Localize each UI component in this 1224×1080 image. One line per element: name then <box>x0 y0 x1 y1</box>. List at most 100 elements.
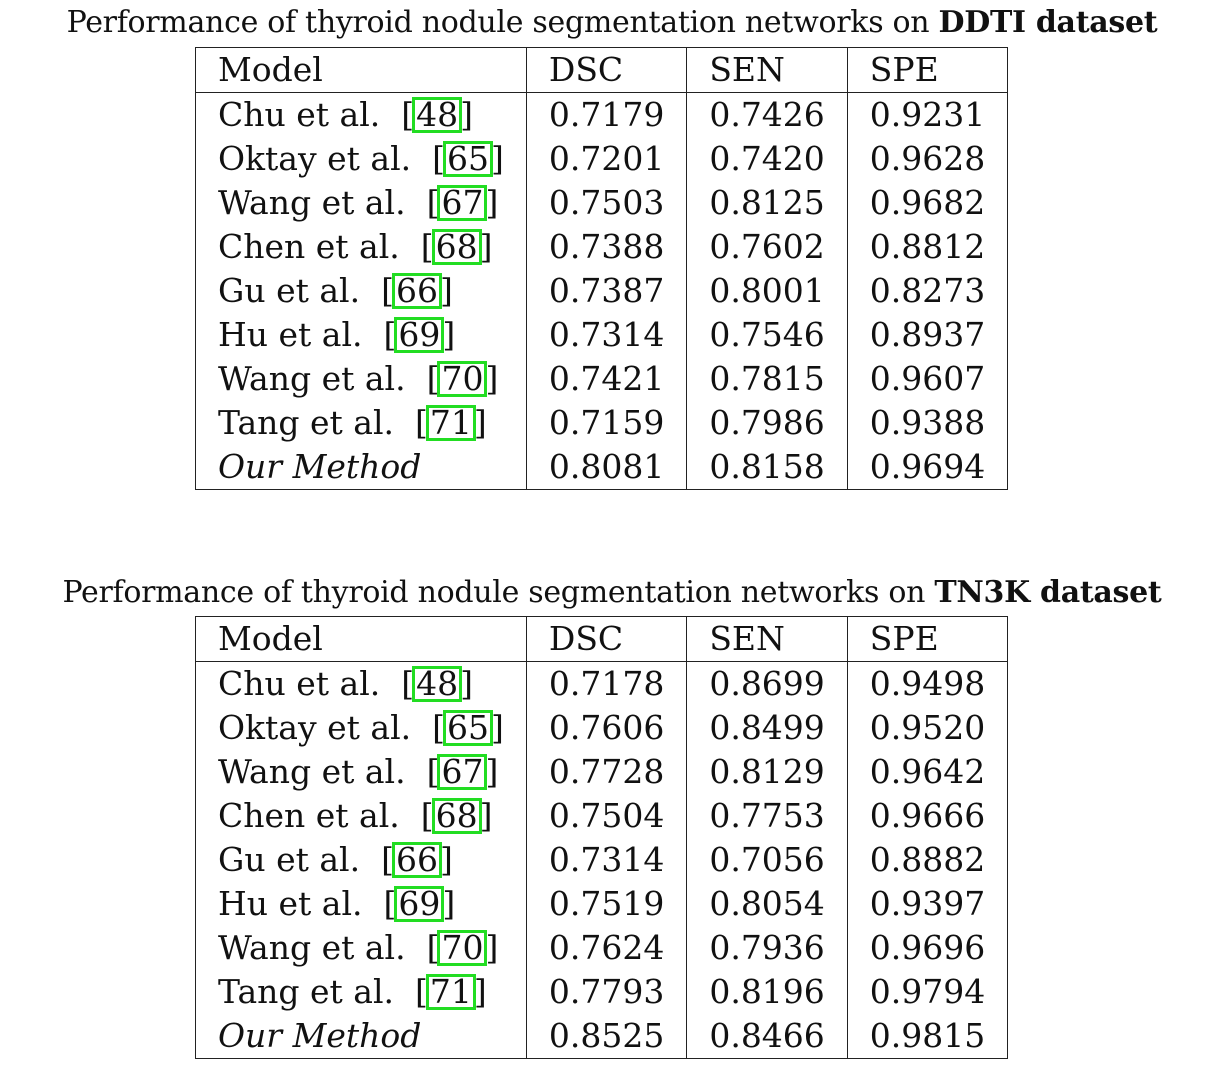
tn3k-caption-prefix: Performance of thyroid nodule segmentati… <box>62 575 935 610</box>
model-cell: Chu et al. [48] <box>195 92 527 137</box>
citation-link[interactable]: [66] <box>381 271 453 310</box>
table-row: Chen et al. [68] 0.7504 0.7753 0.9666 <box>195 794 1009 838</box>
dsc-cell: 0.7503 <box>525 181 688 225</box>
model-name: Oktay et al. <box>218 708 412 747</box>
model-name: Tang et al. <box>218 403 394 442</box>
dsc-cell: 0.7421 <box>525 357 688 401</box>
table-row: Oktay et al. [65] 0.7606 0.8499 0.9520 <box>195 706 1009 750</box>
header-sen: SEN <box>686 616 848 662</box>
citation-link[interactable]: [70] <box>426 928 499 967</box>
spe-cell: 0.9642 <box>846 750 1009 794</box>
ddti-table-body: Chu et al. [48] 0.7179 0.7426 0.9231 Oktay e… <box>195 92 1009 490</box>
model-cell: Our Method <box>195 445 527 490</box>
dsc-cell: 0.7519 <box>525 882 688 926</box>
spe-cell: 0.9520 <box>846 706 1009 750</box>
sen-cell: 0.7420 <box>686 137 848 181</box>
citation-number: 71 <box>425 405 476 441</box>
model-cell: Tang et al. [71] <box>195 401 527 445</box>
model-cell: Wang et al. [70] <box>195 926 527 970</box>
citation-link[interactable]: [70] <box>426 359 499 398</box>
sen-cell: 0.8466 <box>686 1014 848 1059</box>
ddti-caption: Performance of thyroid nodule segmentati… <box>0 3 1224 43</box>
model-name: Wang et al. <box>218 183 406 222</box>
model-cell: Wang et al. [67] <box>195 750 527 794</box>
dsc-cell: 0.7793 <box>525 970 688 1014</box>
sen-cell: 0.7815 <box>686 357 848 401</box>
table-row: Oktay et al. [65] 0.7201 0.7420 0.9628 <box>195 137 1009 181</box>
spe-cell: 0.9388 <box>846 401 1009 445</box>
tn3k-table-body: Chu et al. [48] 0.7178 0.8699 0.9498 Oktay e… <box>195 661 1009 1059</box>
citation-link[interactable]: [71] <box>414 972 487 1011</box>
sen-cell: 0.8158 <box>686 445 848 490</box>
header-model: Model <box>195 616 527 662</box>
spe-cell: 0.8937 <box>846 313 1009 357</box>
sen-cell: 0.8001 <box>686 269 848 313</box>
spe-cell: 0.9498 <box>846 661 1009 706</box>
model-cell: Wang et al. [70] <box>195 357 527 401</box>
spe-cell: 0.9231 <box>846 92 1009 137</box>
spe-cell: 0.9628 <box>846 137 1009 181</box>
citation-link[interactable]: [69] <box>383 884 456 923</box>
tn3k-caption-dataset: TN3K dataset <box>934 575 1162 610</box>
header-spe: SPE <box>846 616 1009 662</box>
citation-number: 66 <box>391 273 442 309</box>
table-header-row: Model DSC SEN SPE <box>195 47 1009 93</box>
citation-number: 68 <box>431 798 482 834</box>
citation-link[interactable]: [48] <box>401 664 473 703</box>
citation-link[interactable]: [67] <box>426 752 499 791</box>
citation-link[interactable]: [66] <box>381 840 453 879</box>
table-row: Hu et al. [69] 0.7519 0.8054 0.9397 <box>195 882 1009 926</box>
ddti-caption-prefix: Performance of thyroid nodule segmentati… <box>66 5 939 40</box>
citation-link[interactable]: [67] <box>426 183 499 222</box>
sen-cell: 0.7986 <box>686 401 848 445</box>
citation-number: 67 <box>437 185 488 221</box>
citation-link[interactable]: [71] <box>414 403 487 442</box>
dsc-cell: 0.7387 <box>525 269 688 313</box>
header-spe: SPE <box>846 47 1009 93</box>
dsc-cell: 0.7606 <box>525 706 688 750</box>
citation-number: 69 <box>394 317 445 353</box>
model-name: Chen et al. <box>218 796 400 835</box>
model-name: Tang et al. <box>218 972 394 1011</box>
ddti-results-table: Model DSC SEN SPE Chu et al. [48] 0.7179 0… <box>195 47 1009 490</box>
citation-number: 70 <box>437 361 488 397</box>
model-cell: Oktay et al. [65] <box>195 137 527 181</box>
sen-cell: 0.7056 <box>686 838 848 882</box>
citation-number: 70 <box>437 930 488 966</box>
citation-link[interactable]: [68] <box>420 227 493 266</box>
citation-number: 69 <box>394 886 445 922</box>
spe-cell: 0.9397 <box>846 882 1009 926</box>
citation-link[interactable]: [65] <box>432 708 504 747</box>
header-dsc: DSC <box>525 47 688 93</box>
table-row: Gu et al. [66] 0.7314 0.7056 0.8882 <box>195 838 1009 882</box>
citation-link[interactable]: [65] <box>432 139 504 178</box>
header-sen: SEN <box>686 47 848 93</box>
model-name: Gu et al. <box>218 840 361 879</box>
citation-link[interactable]: [69] <box>383 315 456 354</box>
table-row: Wang et al. [67] 0.7503 0.8125 0.9682 <box>195 181 1009 225</box>
citation-number: 71 <box>425 974 476 1010</box>
model-cell: Chen et al. [68] <box>195 225 527 269</box>
citation-link[interactable]: [68] <box>420 796 493 835</box>
citation-link[interactable]: [48] <box>401 95 473 134</box>
model-cell: Wang et al. [67] <box>195 181 527 225</box>
dsc-cell: 0.7388 <box>525 225 688 269</box>
model-name: Chu et al. <box>218 664 381 703</box>
table-header-row: Model DSC SEN SPE <box>195 616 1009 662</box>
spe-cell: 0.8273 <box>846 269 1009 313</box>
table-row: Our Method 0.8081 0.8158 0.9694 <box>195 445 1009 490</box>
sen-cell: 0.7602 <box>686 225 848 269</box>
spe-cell: 0.8882 <box>846 838 1009 882</box>
model-cell: Hu et al. [69] <box>195 313 527 357</box>
dsc-cell: 0.7504 <box>525 794 688 838</box>
sen-cell: 0.7546 <box>686 313 848 357</box>
header-model: Model <box>195 47 527 93</box>
sen-cell: 0.8054 <box>686 882 848 926</box>
table-row: Chen et al. [68] 0.7388 0.7602 0.8812 <box>195 225 1009 269</box>
spe-cell: 0.9815 <box>846 1014 1009 1059</box>
table-row: Tang et al. [71] 0.7159 0.7986 0.9388 <box>195 401 1009 445</box>
table-row: Wang et al. [70] 0.7624 0.7936 0.9696 <box>195 926 1009 970</box>
dsc-cell: 0.7624 <box>525 926 688 970</box>
tn3k-results-table: Model DSC SEN SPE Chu et al. [48] 0.7178 0… <box>195 616 1009 1059</box>
model-cell: Oktay et al. [65] <box>195 706 527 750</box>
